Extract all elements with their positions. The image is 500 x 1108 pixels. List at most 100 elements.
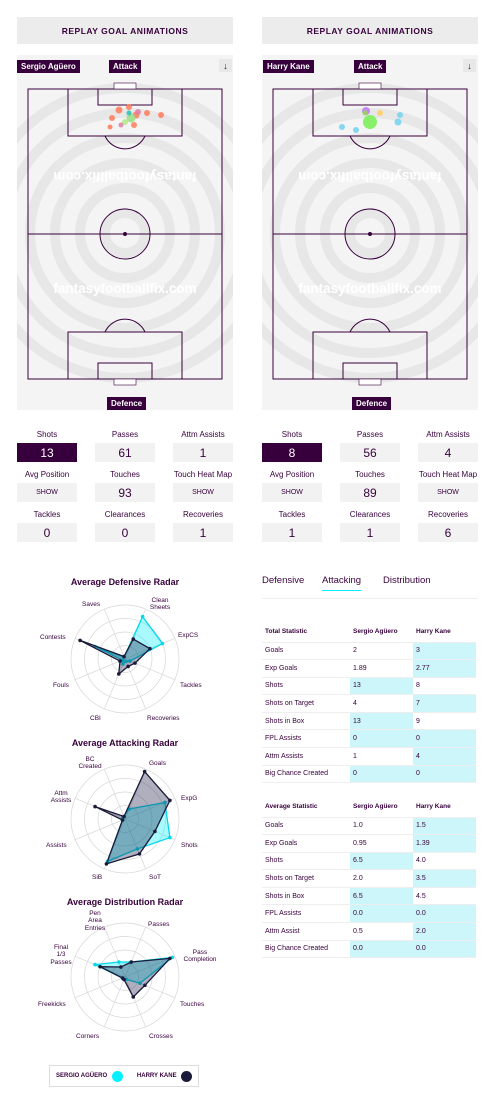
defensive-aguero-point: [160, 641, 165, 646]
tab-defensive[interactable]: Defensive: [262, 575, 305, 586]
table-cell: 1.89: [350, 659, 413, 678]
defensive-kane-point: [131, 637, 136, 641]
stat-value-clearances: 0: [95, 523, 155, 542]
table-cell: Attm Assists: [262, 747, 350, 766]
table-cell: Exp Goals: [262, 834, 350, 853]
axis-label: CBI: [90, 715, 101, 722]
table-cell: 0: [413, 765, 476, 784]
player-name-left: Sergio Agüero: [17, 60, 80, 73]
attacking-axis-line: [124, 798, 176, 820]
replay-goal-animations-button-left[interactable]: REPLAY GOAL ANIMATIONS: [17, 17, 233, 44]
table-header: Harry Kane: [413, 622, 476, 643]
defensive-radar-svg: [70, 604, 180, 714]
table-cell: 0.0: [350, 904, 413, 924]
stat-label: Avg Position: [269, 470, 315, 479]
table-cell: 1.5: [413, 817, 476, 836]
distribution-kane-point: [131, 995, 136, 999]
axis-label: Assists: [46, 842, 67, 849]
stat-label: Shots: [281, 430, 303, 439]
table-cell: Big Chance Created: [262, 765, 350, 784]
table-row: Exp Goals 1.89 2.77: [262, 659, 476, 678]
attacking-aguero-point: [135, 847, 140, 851]
stat-value-shots: 13: [17, 443, 77, 462]
attacking-axis-line: [124, 818, 146, 870]
distribution-kane-point: [98, 964, 102, 969]
download-icon-left[interactable]: ↓: [219, 59, 232, 72]
stat-value-attm-assists: 4: [418, 443, 478, 462]
stat-label: Clearances: [349, 510, 391, 519]
attacking-grid-ring: [84, 778, 166, 860]
table-row: Shots in Box 6.5 4.5: [262, 887, 476, 906]
shot-markers-left: [107, 104, 164, 130]
tab-distribution[interactable]: Distribution: [383, 575, 431, 586]
table-row: Exp Goals 0.95 1.39: [262, 834, 476, 853]
axis-label: Freekicks: [38, 1001, 66, 1008]
defence-label-right: Defence: [352, 397, 392, 410]
table-cell: 9: [413, 712, 476, 731]
axis-label: ExpG: [181, 795, 198, 802]
axis-label: ExpCS: [178, 632, 199, 639]
show-heat-map-button[interactable]: SHOW: [173, 483, 233, 502]
axis-label: Passes: [148, 921, 170, 928]
defence-label-left: Defence: [107, 397, 147, 410]
defensive-axis-line: [104, 608, 126, 660]
attacking-kane-polygon: [94, 770, 171, 865]
table-cell: 4.0: [413, 852, 476, 871]
table-row: Shots 6.5 4.0: [262, 852, 476, 871]
attacking-grid-ring: [70, 764, 180, 874]
axis-label: Saves: [82, 601, 101, 608]
show-avg-position-button[interactable]: SHOW: [262, 483, 322, 502]
table-cell: 2.77: [413, 659, 476, 678]
tab-attacking[interactable]: Attacking: [322, 575, 362, 591]
axis-label: Pen Area Entries: [84, 910, 106, 932]
defensive-aguero-point: [121, 662, 125, 666]
axis-label: Contests: [40, 634, 66, 641]
defensive-kane-polygon: [79, 638, 152, 676]
table-cell: 13: [350, 712, 413, 731]
stat-label: Tackles: [278, 510, 306, 519]
defensive-axis-line: [104, 658, 126, 710]
distribution-kane-point: [120, 976, 125, 980]
table-cell: 2: [350, 642, 413, 661]
table-row: Shots 13 8: [262, 677, 476, 696]
table-cell: 1.39: [413, 834, 476, 853]
defensive-radar: [60, 597, 190, 722]
table-cell: Exp Goals: [262, 659, 350, 678]
download-icon-right[interactable]: ↓: [463, 59, 476, 72]
stat-value-touches: 89: [340, 483, 400, 502]
pitch-svg-right: fantasyfootballfix.com fantasyfootballfi…: [220, 82, 500, 386]
defensive-grid-ring: [84, 618, 166, 700]
table-cell: 6.5: [350, 852, 413, 871]
pitch-left: fantasyfootballfix.com fantasyfootballfi…: [0, 55, 275, 410]
show-heat-map-button[interactable]: SHOW: [418, 483, 478, 502]
stat-label: Recoveries: [182, 510, 223, 519]
legend-aguero-dot: [111, 1070, 123, 1082]
distribution-grid-ring: [70, 922, 180, 1032]
show-avg-position-button[interactable]: SHOW: [17, 483, 77, 502]
distribution-axis-line: [104, 976, 126, 1028]
table-row: Attm Assist 0.5 2.0: [262, 922, 476, 941]
watermark-right-top: fantasyfootballfix.com: [298, 169, 441, 184]
distribution-grid-ring: [111, 963, 139, 991]
defensive-aguero-point: [140, 614, 145, 619]
stat-value-passes: 56: [340, 443, 400, 462]
defensive-aguero-point: [124, 659, 128, 664]
table-cell: 3.5: [413, 869, 476, 888]
attacking-radar-svg: [70, 764, 180, 874]
table-cell: 2.0: [413, 922, 476, 941]
table-cell: 8: [413, 677, 476, 696]
radar-tabs: Defensive Attacking Distribution: [262, 575, 478, 599]
stat-label: Touches: [355, 470, 385, 479]
stat-label: Touches: [110, 470, 140, 479]
stat-label: Passes: [111, 430, 139, 439]
table-row: Goals 1.0 1.5: [262, 817, 476, 836]
stat-label: Touch Heat Map: [418, 470, 478, 479]
replay-goal-animations-button-right[interactable]: REPLAY GOAL ANIMATIONS: [262, 17, 478, 44]
table-cell: 6.5: [350, 887, 413, 906]
table-header: Total Statistic: [262, 622, 350, 643]
legend-kane-label: HARRY KANE: [136, 1073, 177, 1079]
distribution-axis-line: [124, 976, 146, 1028]
table-row: Big Chance Created 0.0 0.0: [262, 940, 476, 959]
stat-label: Clearances: [104, 510, 146, 519]
stat-label: Attm Assists: [181, 430, 225, 439]
